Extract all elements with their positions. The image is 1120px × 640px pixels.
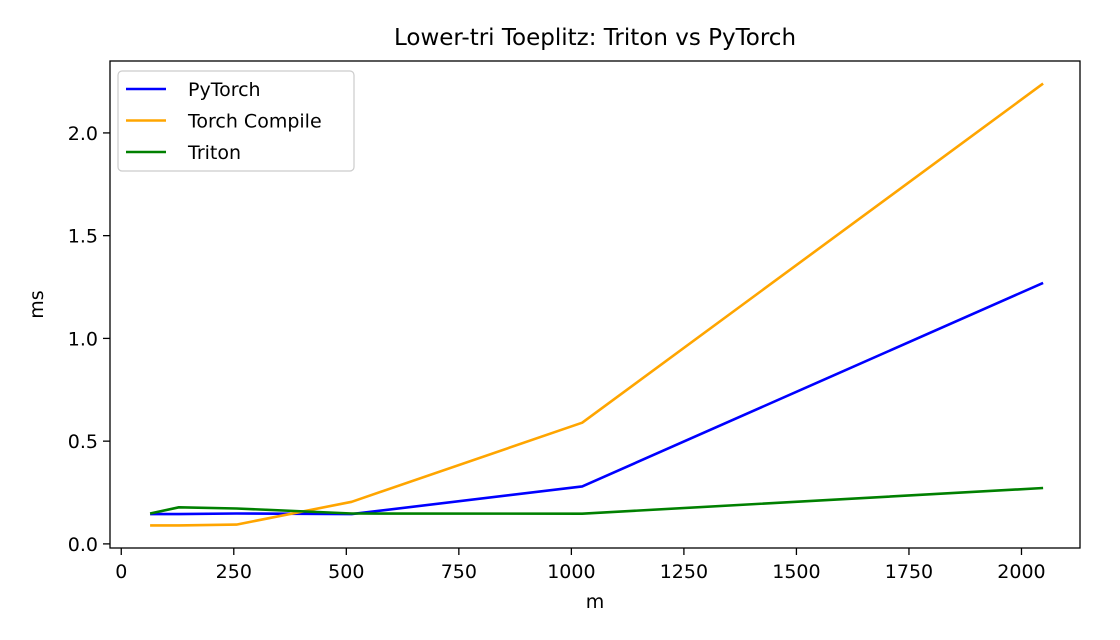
y-tick-label: 0.5	[68, 431, 98, 453]
legend-label: Triton	[187, 142, 241, 164]
x-tick-label: 0	[115, 561, 127, 583]
series-layer	[149, 82, 1044, 527]
x-tick-label: 250	[216, 561, 252, 583]
y-axis-title: ms	[26, 290, 48, 318]
x-axis-title: m	[586, 591, 605, 613]
legend-label: Torch Compile	[187, 111, 322, 133]
x-tick-label: 2000	[997, 561, 1045, 583]
legend: PyTorch Torch Compile Triton	[117, 70, 355, 172]
plot-area-frame	[109, 60, 1081, 549]
chart-title: Lower-tri Toeplitz: Triton vs PyTorch	[394, 25, 796, 51]
y-tick-label: 2.0	[68, 123, 98, 145]
y-tick-label: 1.0	[68, 328, 98, 350]
series-line-torch-compile	[150, 82, 1044, 527]
x-tick-label: 1250	[660, 561, 708, 583]
series-line-triton	[149, 486, 1044, 516]
y-axis: 0.0 0.5 1.0 1.5 2.0	[68, 123, 110, 556]
x-axis: 0 250 500 750 1000 1250 1500 1750 2000	[115, 548, 1046, 583]
legend-box	[117, 70, 355, 172]
y-tick-label: 1.5	[68, 226, 98, 248]
x-tick-label: 1750	[885, 561, 933, 583]
legend-label: PyTorch	[188, 79, 261, 101]
x-tick-label: 1000	[547, 561, 595, 583]
x-tick-label: 1500	[772, 561, 820, 583]
x-tick-label: 500	[328, 561, 364, 583]
y-tick-label: 0.0	[68, 534, 98, 556]
x-tick-label: 750	[441, 561, 477, 583]
